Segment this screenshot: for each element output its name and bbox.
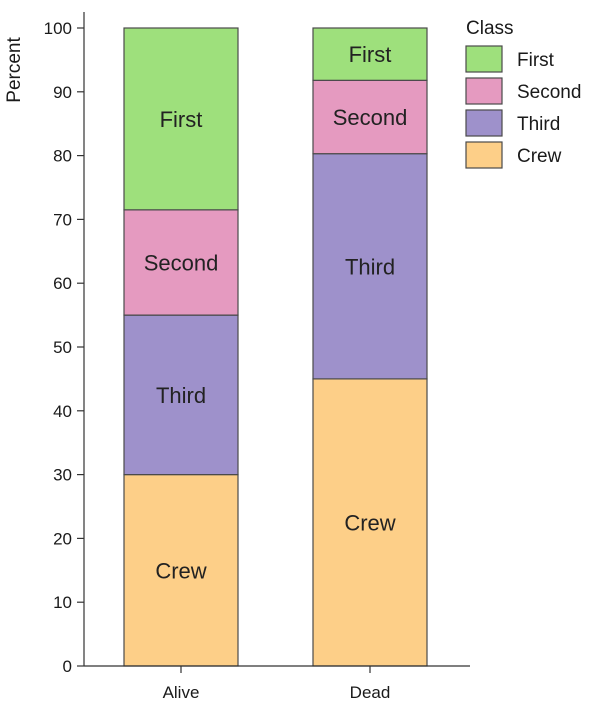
segment-label: First (160, 107, 203, 132)
x-axis: Alive Dead (84, 665, 470, 702)
bar-segment-crew (123, 474, 239, 667)
bar-segment-third (123, 314, 239, 476)
y-tick-label: 20 (53, 529, 72, 548)
legend: Class First Second Third Crew (465, 18, 581, 169)
bar-segment-first (123, 27, 239, 211)
y-tick-label: 0 (63, 657, 72, 676)
legend-item-third: Third (465, 109, 560, 137)
legend-swatch (465, 77, 503, 105)
y-tick-label: 10 (53, 593, 72, 612)
legend-swatch (465, 141, 503, 169)
bar-dead: Crew Third Second First (312, 27, 428, 667)
y-tick-label: 90 (53, 83, 72, 102)
y-axis-label: Percent (4, 37, 25, 103)
segment-label: Third (345, 254, 395, 279)
legend-label: Crew (517, 146, 562, 167)
y-tick-label: 30 (53, 466, 72, 485)
segment-label: Second (144, 250, 219, 275)
bar-segment-second (312, 79, 428, 155)
legend-label: Third (517, 114, 560, 135)
legend-item-crew: Crew (465, 141, 562, 169)
x-tick-label: Alive (163, 683, 200, 702)
bars: Crew Third Second First Crew Third Second First (123, 27, 428, 667)
legend-item-second: Second (465, 77, 581, 105)
x-tick-label: Dead (350, 683, 391, 702)
legend-title: Class (466, 18, 514, 39)
y-tick-label: 50 (53, 338, 72, 357)
bar-segment-crew (312, 378, 428, 667)
legend-swatch (465, 45, 503, 73)
y-tick-label: 80 (53, 147, 72, 166)
bar-segment-first (312, 27, 428, 81)
segment-label: Crew (155, 558, 206, 583)
legend-swatch (465, 109, 503, 137)
segment-label: First (349, 42, 392, 67)
y-tick-label: 60 (53, 274, 72, 293)
segment-label: Third (156, 383, 206, 408)
segment-label: Second (333, 105, 408, 130)
bar-segment-third (312, 153, 428, 380)
y-tick-label: 100 (44, 19, 72, 38)
bar-alive: Crew Third Second First (123, 27, 239, 667)
legend-label: First (517, 50, 555, 71)
segment-label: Crew (344, 510, 395, 535)
legend-label: Second (517, 82, 581, 103)
y-tick-label: 70 (53, 210, 72, 229)
y-tick-label: 40 (53, 402, 72, 421)
legend-item-first: First (465, 45, 555, 73)
y-axis: 0 10 20 30 40 50 60 70 80 90 100 (44, 12, 85, 676)
